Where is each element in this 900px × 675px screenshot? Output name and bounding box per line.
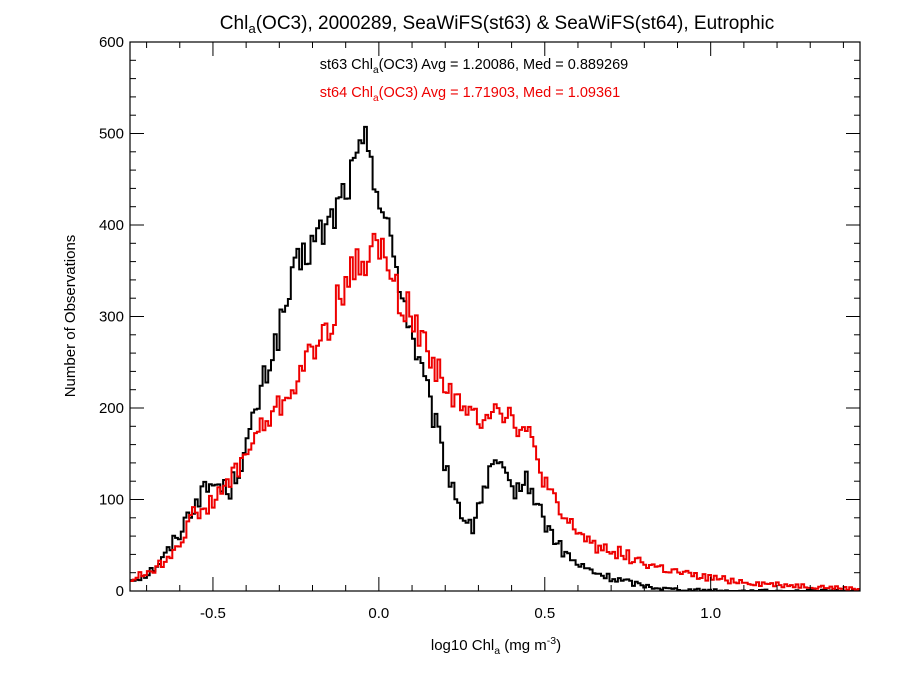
text-part: st64 Chl <box>320 85 373 101</box>
x-tick-label: -0.5 <box>200 605 226 622</box>
y-tick-label: 500 <box>99 126 124 143</box>
series-layer <box>130 125 860 591</box>
text-part: log10 Chl <box>431 637 494 654</box>
histogram-series-st63 <box>130 125 860 591</box>
text-part: (OC3) Avg = 1.20086, Med = 0.889269 <box>379 57 629 73</box>
text-part: -3 <box>547 635 556 647</box>
y-tick-label: 600 <box>99 34 124 51</box>
text-part: (OC3) Avg = 1.71903, Med = 1.09361 <box>379 85 621 101</box>
x-axis: -0.5 0.0 0.5 1.0 <box>146 42 844 622</box>
text-part: a <box>373 93 379 104</box>
text-part: a <box>494 645 500 657</box>
text-part: Chl <box>220 13 249 34</box>
y-tick-label: 100 <box>99 492 124 509</box>
histogram-series-st64 <box>130 232 860 591</box>
avg-med-annotation-st64: st64 Chla(OC3) Avg = 1.71903, Med = 1.09… <box>320 85 620 104</box>
y-axis-label: Number of Observations <box>62 235 79 398</box>
x-tick-label: 1.0 <box>700 605 721 622</box>
text-part: (OC3), 2000289, SeaWiFS(st63) & SeaWiFS(… <box>256 13 774 34</box>
y-tick-label: 200 <box>99 400 124 417</box>
text-part: a <box>248 21 256 36</box>
y-tick-label: 0 <box>116 583 124 600</box>
chart-title: Chla(OC3), 2000289, SeaWiFS(st63) & SeaW… <box>220 13 774 36</box>
text-part: (mg m <box>500 637 547 654</box>
x-axis-label: log10 Chla (mg m-3) <box>431 635 561 657</box>
y-tick-label: 400 <box>99 217 124 234</box>
text-part: st63 Chl <box>320 57 373 73</box>
x-tick-label: 0.5 <box>534 605 555 622</box>
text-part: a <box>373 65 379 76</box>
text-part: ) <box>556 637 561 654</box>
avg-med-annotation-st63: st63 Chla(OC3) Avg = 1.20086, Med = 0.88… <box>320 57 628 76</box>
x-tick-label: 0.0 <box>368 605 389 622</box>
y-tick-label: 300 <box>99 309 124 326</box>
y-axis: 0 100 200 300 400 500 600 <box>99 34 860 600</box>
plot-frame <box>129 41 861 592</box>
